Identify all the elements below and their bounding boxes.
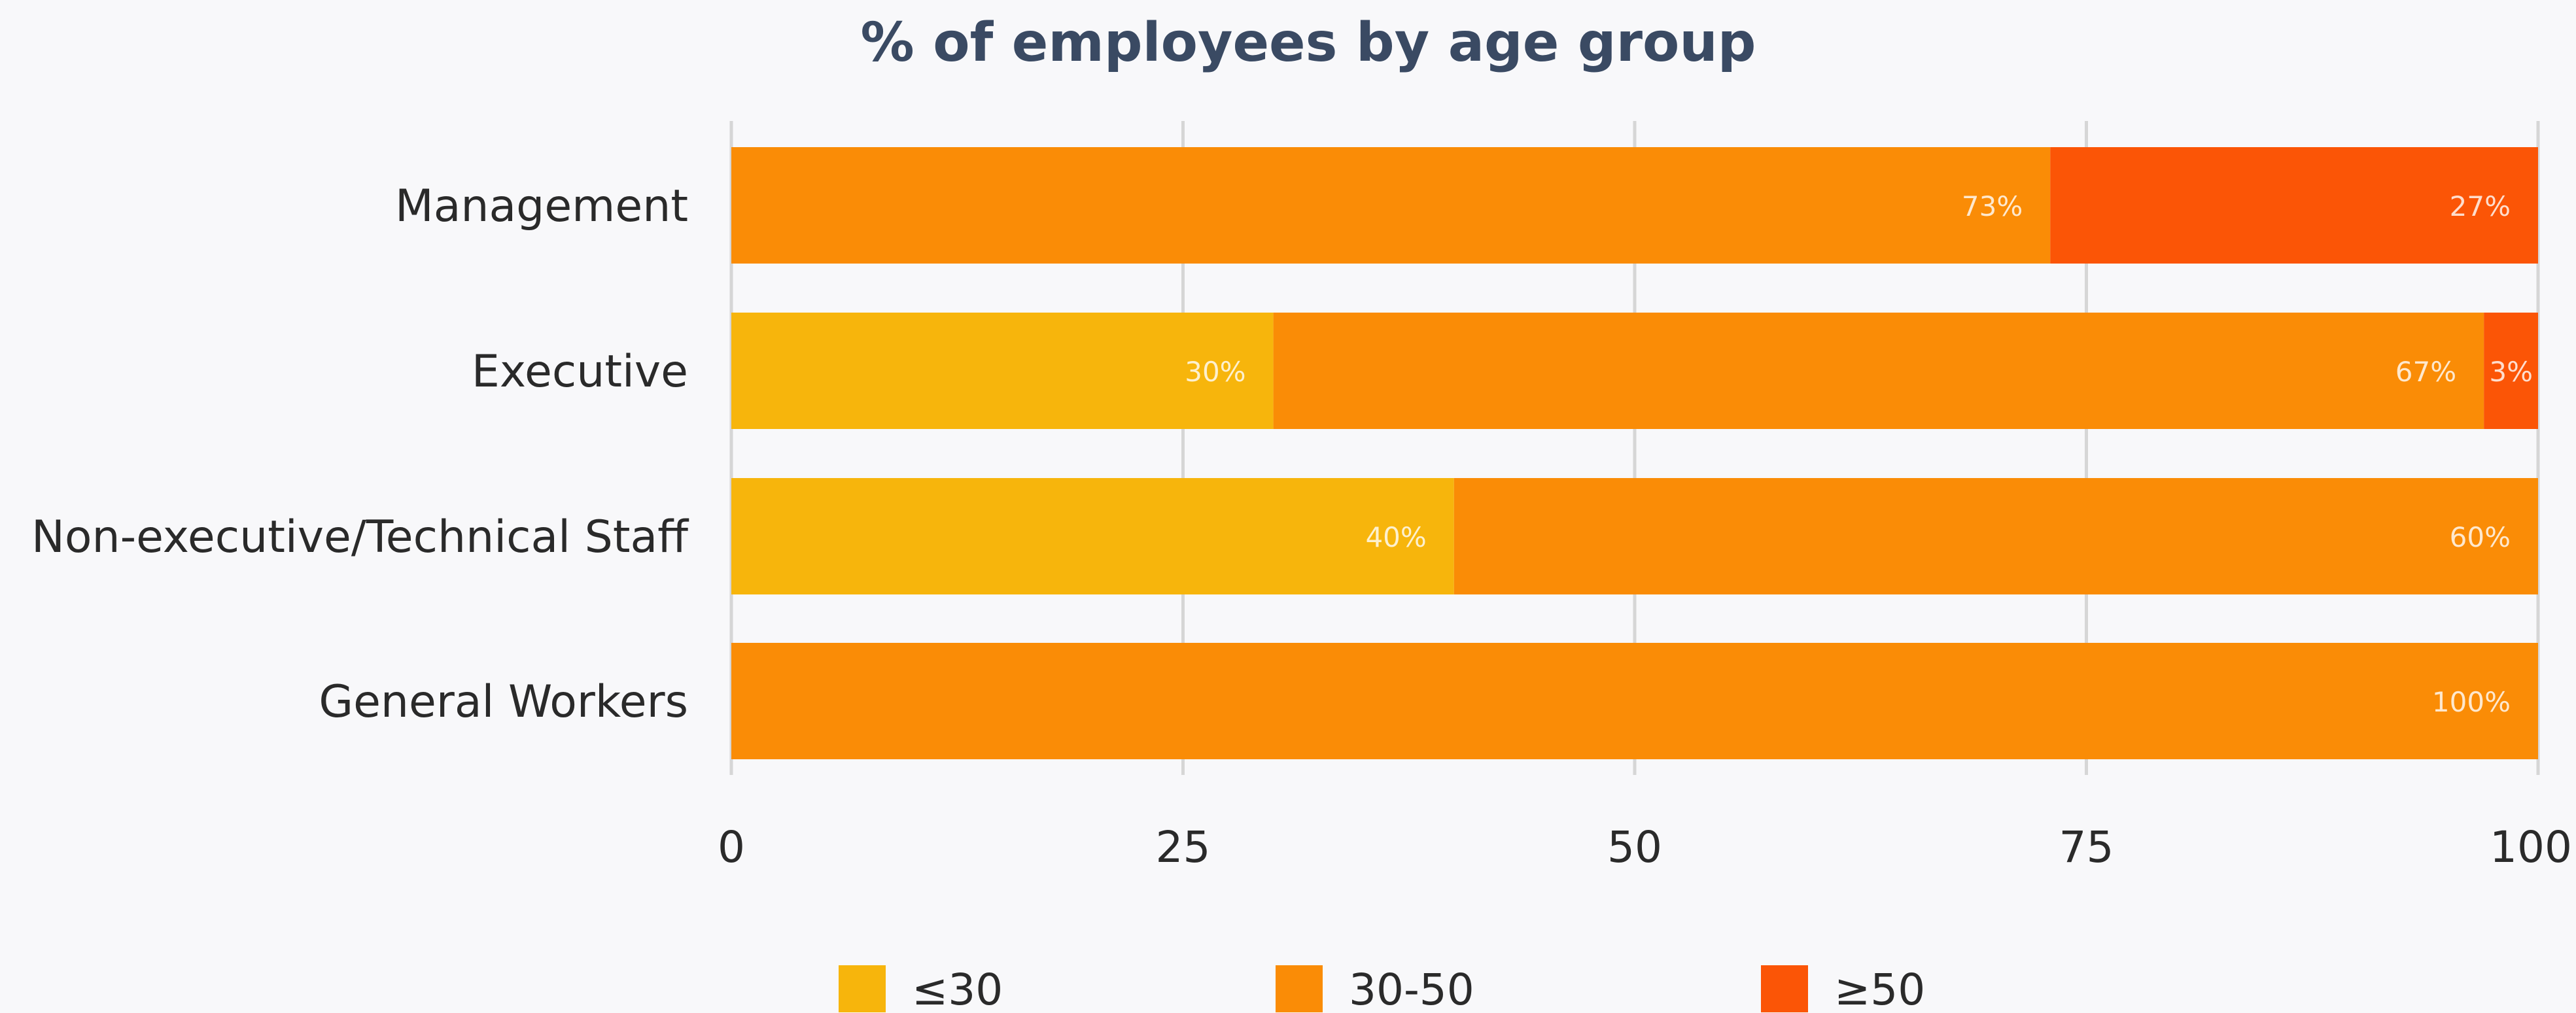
bar-data-label: 60% <box>2450 521 2511 553</box>
legend-label: ≤30 <box>912 965 1003 1013</box>
bar-segment <box>1273 313 2484 429</box>
x-tick-label: 25 <box>1156 822 1211 872</box>
category-label: General Workers <box>319 676 688 728</box>
category-label: Management <box>395 180 688 232</box>
category-label: Non-executive/Technical Staff <box>31 511 689 563</box>
x-tick-label: 100 <box>2490 822 2572 872</box>
bar-data-label: 100% <box>2432 686 2511 718</box>
legend-swatch <box>1761 965 1808 1012</box>
bar-segment <box>1453 478 2538 594</box>
bar-segment <box>731 643 2538 759</box>
bar-data-label: 3% <box>2489 356 2533 388</box>
bar-labels: 73% 27% 30% 67% 3% 40% 60% 100% <box>1185 190 2533 718</box>
x-tick-label: 0 <box>718 822 745 872</box>
x-tick-label: 50 <box>1607 822 1662 872</box>
bar-segment <box>731 478 1454 594</box>
legend-swatch <box>1276 965 1323 1012</box>
bar-data-label: 40% <box>1365 521 1426 553</box>
bar-segment <box>731 313 1274 429</box>
bar-data-label: 30% <box>1185 356 1245 388</box>
bar-segment <box>2050 147 2538 264</box>
bar-data-label: 67% <box>2395 356 2456 388</box>
bar-data-label: 73% <box>1962 190 2023 222</box>
chart-title: % of employees by age group <box>861 12 1756 74</box>
bar-segment <box>731 147 2051 264</box>
category-labels: Management Executive Non-executive/Technic… <box>31 180 689 728</box>
bar-segment <box>2484 313 2538 429</box>
category-label: Executive <box>472 346 688 398</box>
x-tick-label: 75 <box>2059 822 2114 872</box>
legend-label: 30-50 <box>1349 965 1474 1013</box>
legend: ≤30 30-50 ≥50 <box>839 965 1925 1013</box>
legend-swatch <box>839 965 886 1012</box>
bar-data-label: 27% <box>2450 190 2511 222</box>
x-axis-tick-labels: 0 25 50 75 100 <box>718 822 2572 872</box>
legend-label: ≥50 <box>1834 965 1925 1013</box>
bars <box>731 147 2538 759</box>
